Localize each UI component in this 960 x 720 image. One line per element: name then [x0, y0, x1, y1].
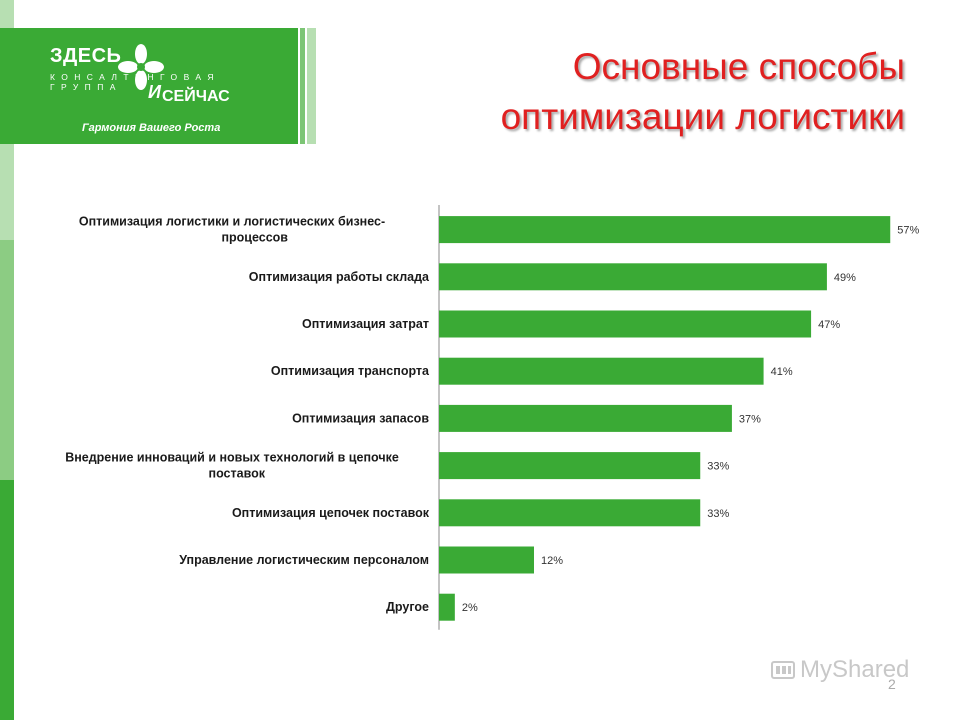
- watermark-text: MyShared: [800, 656, 910, 683]
- data-label-5: 33%: [707, 461, 729, 473]
- page-number: 2: [888, 676, 896, 692]
- watermark: MyShared: [770, 656, 909, 684]
- left-stripe-mid: [0, 240, 14, 480]
- slide-title: Основные способы оптимизации логистики: [385, 42, 905, 142]
- category-label-5: Внедрение инноваций и новых технологий в…: [65, 451, 399, 481]
- category-label-8: Другое: [386, 600, 429, 614]
- bar-6: [439, 499, 701, 527]
- category-label-6: Оптимизация цепочек поставок: [232, 506, 430, 520]
- category-label-0: Оптимизация логистики и логистических би…: [79, 215, 385, 245]
- data-label-0: 57%: [897, 225, 919, 237]
- bar-5: [439, 452, 701, 480]
- logo-flower-icon: [118, 44, 164, 90]
- logo-subtitle: КОНСАЛТИНГОВАЯ ГРУППА: [50, 72, 220, 92]
- category-label-7: Управление логистическим персоналом: [179, 553, 429, 567]
- bar-1: [439, 263, 827, 291]
- logo-tagline: Гармония Вашего Роста: [82, 122, 221, 134]
- logo-word-bottom: СЕЙЧАС: [162, 88, 230, 105]
- category-label-2: Оптимизация затрат: [302, 317, 429, 331]
- bar-7: [439, 546, 534, 574]
- slide-title-line1: Основные способы: [572, 46, 905, 87]
- logo-word-and: И: [148, 82, 161, 102]
- data-label-4: 37%: [739, 413, 761, 425]
- logo-word-top: ЗДЕСЬ: [50, 45, 122, 67]
- logo-accent-strip-light: [307, 28, 316, 144]
- company-logo: ЗДЕСЬ КОНСАЛТИНГОВАЯ ГРУППА И СЕЙЧАС Гар…: [0, 28, 298, 144]
- watermark-icon: [770, 658, 796, 682]
- data-label-6: 33%: [707, 508, 729, 520]
- bar-8: [439, 593, 455, 621]
- data-label-7: 12%: [541, 555, 563, 567]
- category-label-4: Оптимизация запасов: [292, 411, 429, 425]
- data-label-2: 47%: [818, 319, 840, 331]
- bar-0: [439, 216, 891, 244]
- bar-3: [439, 357, 764, 385]
- data-label-1: 49%: [834, 272, 856, 284]
- category-label-1: Оптимизация работы склада: [249, 270, 430, 284]
- bar-4: [439, 404, 732, 432]
- bar-2: [439, 310, 812, 338]
- left-stripe-dark: [0, 480, 14, 720]
- data-label-8: 2%: [462, 602, 478, 614]
- logo-accent-strip: [300, 28, 305, 144]
- data-label-3: 41%: [771, 366, 793, 378]
- slide-title-line2: оптимизации логистики: [500, 96, 905, 137]
- category-label-3: Оптимизация транспорта: [271, 364, 430, 378]
